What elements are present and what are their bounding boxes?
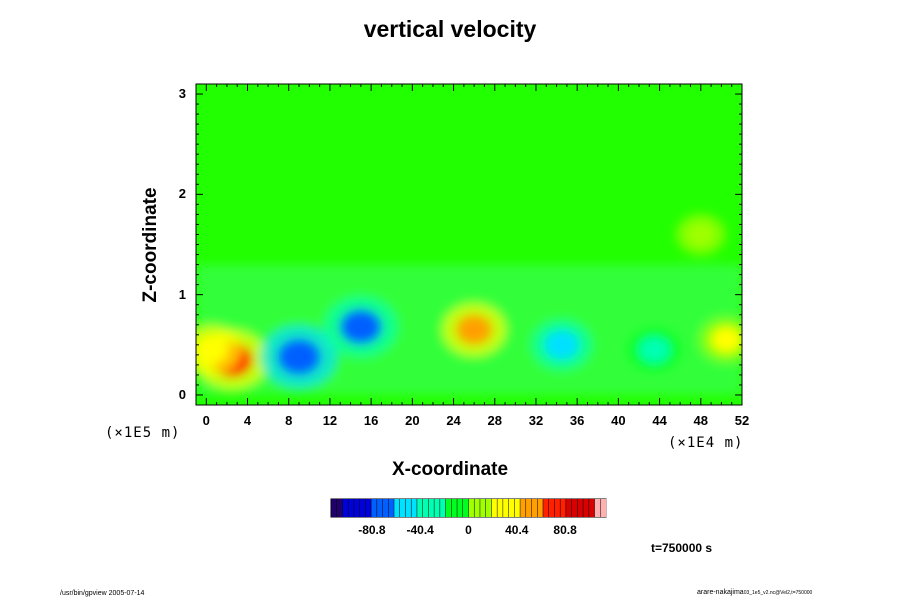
x-tick-label: 12	[322, 413, 338, 428]
colorbar-cell	[422, 499, 429, 517]
x-tick-label: 36	[569, 413, 585, 428]
colorbar-cell	[353, 499, 360, 517]
colorbar-cell	[376, 499, 383, 517]
colorbar-cell	[520, 499, 527, 517]
colorbar-cell	[359, 499, 366, 517]
x-tick-label: 40	[611, 413, 626, 428]
colorbar-cell	[428, 499, 435, 517]
colorbar-tick-label: 0	[465, 523, 472, 537]
colorbar-cell	[468, 499, 475, 517]
colorbar-cell	[445, 499, 452, 517]
colorbar-cell	[457, 499, 464, 517]
colorbar-cell	[479, 499, 486, 517]
colorbar-cell	[394, 499, 401, 517]
x-tick-label: 48	[693, 413, 709, 428]
colorbar-cell	[577, 499, 584, 517]
colorbar-cell	[508, 499, 515, 517]
colorbar-cell	[382, 499, 389, 517]
x-tick-label: 20	[405, 413, 420, 428]
colorbar-cell	[491, 499, 498, 517]
colorbar-cell	[554, 499, 561, 517]
colorbar-cell	[342, 499, 349, 517]
colorbar-cell	[399, 499, 406, 517]
velocity-feature	[638, 336, 671, 364]
z-tick-label: 2	[178, 186, 186, 202]
z-tick-label: 3	[178, 86, 186, 102]
colorbar-cell	[485, 499, 492, 517]
colorbar-cell	[565, 499, 572, 517]
x-tick-label: 0	[202, 413, 210, 428]
colorbar-cell	[548, 499, 555, 517]
colorbar-cell	[514, 499, 521, 517]
colorbar-cell	[537, 499, 544, 517]
x-tick-label: 8	[285, 413, 293, 428]
colorbar-cell	[416, 499, 423, 517]
colorbar-cell	[531, 499, 538, 517]
colorbar-cell	[600, 499, 607, 517]
velocity-feature	[544, 330, 580, 360]
colorbar-cell	[583, 499, 590, 517]
colorbar-cell	[588, 499, 595, 517]
velocity-feature	[686, 222, 715, 246]
colorbar-cell	[336, 499, 343, 517]
chart-title: vertical velocity	[363, 16, 537, 42]
colorbar-cell	[594, 499, 601, 517]
colorbar-cell	[365, 499, 372, 517]
colorbar-cell	[571, 499, 578, 517]
z-tick-label: 0	[178, 386, 186, 402]
velocity-feature	[196, 335, 229, 364]
colorbar-cell	[462, 499, 469, 517]
colorbar-cell	[474, 499, 481, 517]
colorbar-cell	[371, 499, 378, 517]
velocity-feature	[339, 309, 382, 345]
colorbar-cell	[434, 499, 441, 517]
colorbar-cell	[331, 499, 338, 517]
time-annotation: t=750000 s	[651, 541, 713, 555]
footer-right-small: 03_1e5_v2.nc@Vel2,t=750000	[743, 590, 813, 596]
colorbar-cell	[542, 499, 550, 517]
x-axis-label: X-coordinate	[391, 459, 509, 480]
z-unit-label: (×1E5 m)	[105, 425, 181, 441]
colorbar-cell	[525, 499, 532, 517]
colorbar-cell	[388, 499, 395, 517]
x-tick-label: 24	[446, 413, 461, 428]
x-tick-label: 52	[734, 413, 750, 428]
colorbar-cell	[348, 499, 355, 517]
velocity-feature	[277, 338, 321, 375]
x-tick-label: 28	[487, 413, 502, 428]
colorbar-tick-label: 40.4	[505, 523, 529, 537]
footer-left: /usr/bin/gpview 2005-07-14	[60, 590, 145, 597]
colorbar-cell	[439, 499, 446, 517]
colorbar-tick-label: 80.8	[553, 523, 577, 537]
x-tick-label: 16	[363, 413, 379, 428]
colorbar-tick-label: -40.4	[406, 523, 434, 537]
x-tick-label: 32	[528, 413, 544, 428]
footer-right: arare-nakajima03_1e5_v2.nc@Vel2,t=750000	[697, 589, 812, 596]
colorbar-cell	[411, 499, 418, 517]
x-tick-label: 44	[652, 413, 667, 428]
z-tick-label: 1	[178, 286, 186, 302]
footer-right-main: arare-nakajima	[697, 589, 744, 596]
x-tick-label: 4	[243, 413, 252, 428]
colorbar-cell	[405, 499, 412, 517]
colorbar-cell	[560, 499, 567, 517]
velocity-feature	[710, 326, 742, 353]
colorbar-cell	[502, 499, 509, 517]
colorbar-tick-label: -80.8	[358, 523, 386, 537]
x-unit-label: (×1E4 m)	[668, 435, 744, 451]
velocity-feature	[456, 314, 493, 345]
colorbar-cell	[451, 499, 458, 517]
colorbar-cell	[497, 499, 504, 517]
